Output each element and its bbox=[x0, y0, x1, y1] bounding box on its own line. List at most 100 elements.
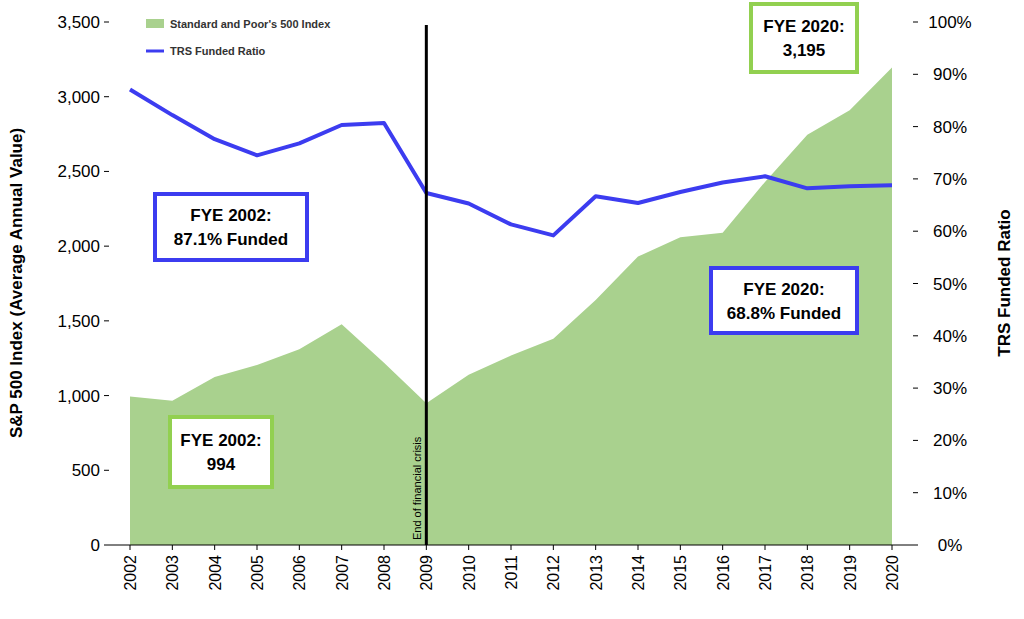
y-tick bbox=[104, 171, 109, 172]
y2-tick bbox=[913, 126, 918, 127]
y2-tick-label: 70% bbox=[933, 170, 967, 189]
x-tick bbox=[341, 545, 342, 550]
y-tick-label: 500 bbox=[72, 461, 100, 480]
x-tick bbox=[892, 545, 893, 550]
x-tick-label: 2004 bbox=[207, 555, 224, 591]
y2-tick bbox=[913, 283, 918, 284]
x-tick bbox=[299, 545, 300, 550]
y-tick-label: 1,000 bbox=[57, 387, 100, 406]
x-tick-label: 2019 bbox=[842, 555, 859, 591]
x-tick bbox=[595, 545, 596, 550]
x-tick-label: 2016 bbox=[715, 555, 732, 591]
y-tick-label: 3,000 bbox=[57, 88, 100, 107]
y2-tick-label: 60% bbox=[933, 222, 967, 241]
x-tick-label: 2013 bbox=[588, 555, 605, 591]
y2-tick-label: 10% bbox=[933, 484, 967, 503]
y2-tick bbox=[913, 74, 918, 75]
y-tick bbox=[104, 246, 109, 247]
y2-tick-label: 100% bbox=[928, 13, 971, 32]
annotation-box bbox=[155, 194, 307, 260]
x-tick-label: 2010 bbox=[461, 555, 478, 591]
annotation-text: 994 bbox=[207, 455, 236, 474]
x-tick-label: 2009 bbox=[418, 555, 435, 591]
annotation-text: 68.8% Funded bbox=[727, 304, 841, 323]
annotation-text: FYE 2020: bbox=[763, 17, 844, 36]
x-tick-label: 2014 bbox=[630, 555, 647, 591]
x-tick bbox=[807, 545, 808, 550]
x-tick bbox=[680, 545, 681, 550]
y2-tick-label: 40% bbox=[933, 327, 967, 346]
x-tick bbox=[257, 545, 258, 550]
x-tick bbox=[765, 545, 766, 550]
x-tick-label: 2017 bbox=[757, 555, 774, 591]
x-tick bbox=[130, 545, 131, 550]
y-tick bbox=[104, 545, 109, 546]
y2-tick-label: 90% bbox=[933, 65, 967, 84]
legend-label: Standard and Poor's 500 Index bbox=[170, 18, 331, 30]
x-tick-label: 2008 bbox=[376, 555, 393, 591]
x-tick-label: 2007 bbox=[334, 555, 351, 591]
x-tick-label: 2020 bbox=[884, 555, 901, 591]
x-tick bbox=[384, 545, 385, 550]
annotation-box bbox=[170, 417, 272, 487]
y2-tick bbox=[913, 335, 918, 336]
x-tick bbox=[553, 545, 554, 550]
y2-tick bbox=[913, 231, 918, 232]
y-tick bbox=[104, 470, 109, 471]
y-tick bbox=[104, 96, 109, 97]
y2-tick bbox=[913, 440, 918, 441]
x-tick-label: 2011 bbox=[503, 555, 520, 590]
event-label: End of financial crisis bbox=[411, 436, 423, 540]
x-tick-label: 2003 bbox=[164, 555, 181, 591]
y-tick-label: 2,500 bbox=[57, 162, 100, 181]
y2-axis-title: TRS Funded Ratio bbox=[995, 209, 1014, 356]
y2-tick bbox=[913, 492, 918, 493]
annotation-box bbox=[751, 4, 857, 72]
x-tick bbox=[849, 545, 850, 550]
annotation-text: FYE 2002: bbox=[180, 431, 261, 450]
event-line bbox=[425, 25, 428, 545]
legend-swatch bbox=[146, 50, 164, 53]
y2-tick bbox=[913, 22, 918, 23]
y2-tick bbox=[913, 545, 918, 546]
annotation-text: 87.1% Funded bbox=[174, 230, 288, 249]
chart: 2002 2003 2004 2005 2006 2007 2008 2009 2010 2011… bbox=[0, 0, 1024, 619]
y2-tick-label: 80% bbox=[933, 118, 967, 137]
y-tick-label: 1,500 bbox=[57, 312, 100, 331]
x-tick-label: 2018 bbox=[799, 555, 816, 591]
data-group bbox=[130, 68, 892, 545]
x-tick-label: 2015 bbox=[672, 555, 689, 591]
x-tick bbox=[722, 545, 723, 550]
x-tick bbox=[214, 545, 215, 550]
annotation-box bbox=[711, 268, 857, 333]
legend-label: TRS Funded Ratio bbox=[170, 45, 266, 57]
y-tick bbox=[104, 320, 109, 321]
x-tick bbox=[172, 545, 173, 550]
y2-tick bbox=[913, 388, 918, 389]
annotation-text: FYE 2020: bbox=[743, 280, 824, 299]
x-tick-label: 2006 bbox=[291, 555, 308, 591]
legend-swatch bbox=[146, 19, 164, 28]
x-tick-label: 2005 bbox=[249, 555, 266, 591]
y-axis-title: S&P 500 Index (Average Annual Value) bbox=[7, 128, 26, 438]
line bbox=[130, 89, 892, 235]
x-tick bbox=[426, 545, 427, 550]
x-tick bbox=[511, 545, 512, 550]
x-tick bbox=[468, 545, 469, 550]
y-tick-label: 2,000 bbox=[57, 237, 100, 256]
annotation-text: 3,195 bbox=[783, 41, 826, 60]
x-tick bbox=[638, 545, 639, 550]
x-tick-label: 2012 bbox=[545, 555, 562, 591]
y2-tick-label: 0% bbox=[938, 536, 963, 555]
y-tick-label: 3,500 bbox=[57, 13, 100, 32]
area bbox=[130, 68, 892, 545]
y2-tick-label: 30% bbox=[933, 379, 967, 398]
y-tick-label: 0 bbox=[91, 536, 100, 555]
y-tick bbox=[104, 395, 109, 396]
y2-tick-label: 20% bbox=[933, 431, 967, 450]
x-tick-label: 2002 bbox=[122, 555, 139, 591]
annotation-text: FYE 2002: bbox=[190, 206, 271, 225]
y-tick bbox=[104, 22, 109, 23]
y2-tick bbox=[913, 178, 918, 179]
y2-tick-label: 50% bbox=[933, 275, 967, 294]
